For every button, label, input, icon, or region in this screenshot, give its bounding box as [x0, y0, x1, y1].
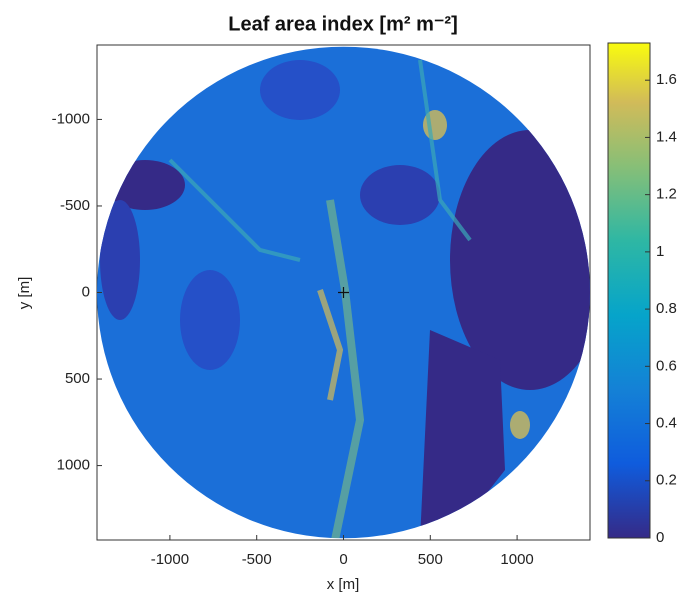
center-marker [338, 287, 349, 298]
lai-image [97, 46, 590, 539]
x-tick-label: -500 [242, 551, 272, 568]
colorbar-tick-label: 0.6 [656, 357, 677, 374]
colorbar-tick-label: 1.2 [656, 186, 677, 203]
y-tick-label: 500 [65, 370, 90, 387]
y-axis-label: y [m] [16, 277, 33, 310]
colorbar-tick-label: 1.4 [656, 128, 677, 145]
x-axis-label: x [m] [327, 576, 360, 593]
colorbar-tick-label: 0 [656, 529, 664, 546]
colorbar-tick-label: 0.4 [656, 415, 677, 432]
y-tick-label: 1000 [57, 457, 90, 474]
y-tick-label: -500 [60, 197, 90, 214]
x-tick-label: 500 [418, 551, 443, 568]
colorbar-tick-label: 0.8 [656, 300, 677, 317]
y-tick-label: 0 [82, 283, 90, 300]
colorbar [607, 42, 651, 539]
x-tick-label: -1000 [151, 551, 189, 568]
x-tick-label: 0 [339, 551, 347, 568]
x-tick-label: 1000 [500, 551, 533, 568]
y-tick-label: -1000 [52, 110, 90, 127]
colorbar-tick-label: 0.2 [656, 472, 677, 489]
colorbar-tick-label: 1 [656, 243, 664, 260]
chart-title: Leaf area index [m² m⁻²] [228, 13, 458, 35]
colorbar-tick-label: 1.6 [656, 71, 677, 88]
